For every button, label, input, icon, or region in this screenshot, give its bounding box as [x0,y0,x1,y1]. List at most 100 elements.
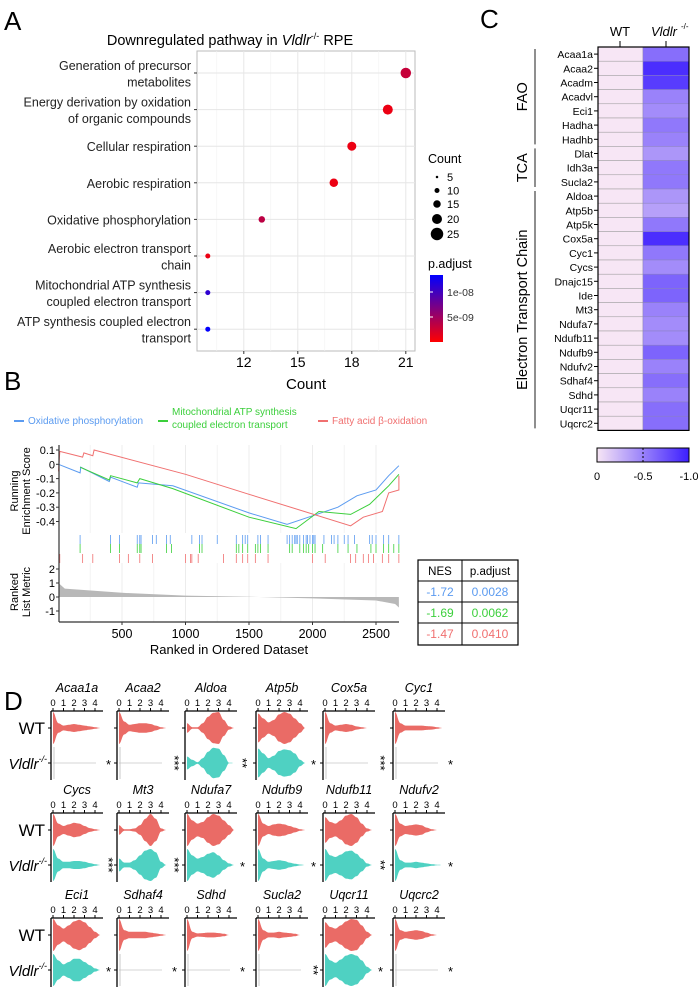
significance-stars: * [448,757,453,772]
x-tick-label: 500 [112,627,133,641]
x-tick-label: 2 [343,905,348,916]
x-tick-label: 3 [287,905,292,916]
x-tick-label: 3 [424,698,429,709]
row-label: Hadhb [562,134,593,146]
violin-shape [53,919,101,951]
row-label-vldlr: Vldlr-/- [8,856,47,875]
x-tick-label: 4 [364,800,369,811]
violin-shape [187,712,235,744]
heatmap-cell-wt [597,202,644,218]
x-tick-label: 1 [266,905,271,916]
row-label: Sucla2 [561,177,593,189]
column-label-wt: WT [610,24,630,39]
data-point [329,178,339,188]
size-legend-label: 15 [447,199,459,211]
heatmap-cell-vldlr [642,288,690,303]
row-label: Hadha [562,120,593,132]
gene-title: Aldoa [194,681,227,695]
heatmap-cell-wt [597,75,644,90]
x-axis-label: Ranked in Ordered Dataset [150,642,309,657]
size-legend-label: 5 [447,172,453,184]
row-label-wt: WT [19,926,45,945]
x-tick-label: 3 [287,800,292,811]
size-legend-label: 25 [447,229,459,241]
colorbar-label: -1.0 [680,471,699,483]
x-tick-label: 2 [137,800,142,811]
x-tick-label: 4 [158,698,163,709]
row-label: Aldoa [566,191,593,203]
violin-plot-aldoa: Aldoa 0 1 2 3 4 ** [182,681,250,780]
violin-shape [187,849,235,881]
x-tick-label: 3 [148,800,153,811]
x-tick-label: 3 [354,698,359,709]
x-tick-label: 4 [297,698,302,709]
x-tick-label: 1 [403,905,408,916]
violin-plot-cox5a: Cox5a 0 1 2 3 4 *** [320,681,388,780]
row-label-vldlr: Vldlr-/- [8,961,47,980]
category-label: coupled electron transport [46,295,191,309]
violin-plot-ndufb11: Ndufb11 0 1 2 3 4 ** [320,783,388,882]
row-label: Idh3a [567,163,593,175]
x-tick-label: 1 [333,800,338,811]
row-label-superscript: -/- [39,856,48,866]
row-label: Uqcrc2 [560,418,593,430]
row-label-superscript: -/- [39,961,48,971]
significance-stars: * [106,964,111,979]
x-tick-label: 4 [226,905,231,916]
x-tick-label: 0 [184,905,189,916]
row-label-wt: WT [19,719,45,738]
x-tick-label: 4 [434,698,439,709]
x-tick-label: 4 [92,905,97,916]
x-tick-label: 0 [392,800,397,811]
x-tick-label: 1 [333,698,338,709]
row-label-vldlr: Vldlr-/- [8,754,47,773]
heatmap-cell-vldlr [642,60,690,76]
es-line [58,449,400,527]
title-superscript: -/- [311,31,320,41]
heatmap-cell-vldlr [642,302,690,318]
heatmap-cell-wt [597,316,644,332]
x-tick-label: 1 [195,800,200,811]
heatmap-cell-wt [597,344,644,360]
heatmap-cell-vldlr [642,330,690,346]
es-y-tick-label: -0.2 [36,488,55,500]
x-tick-label: 21 [398,354,414,370]
x-tick-label: 4 [92,800,97,811]
x-tick-label: 18 [344,354,360,370]
column-label-superscript: -/- [681,22,689,31]
gene-title: Ndufb11 [326,783,372,797]
heatmap-cell-wt [597,273,644,289]
title-prefix: Downregulated pathway in [107,33,282,49]
violin-shape [325,814,373,846]
gene-title: Cycs [63,783,91,797]
x-tick-label: 1 [61,698,66,709]
heatmap-cell-vldlr [642,245,690,261]
row-label: Atp5b [566,205,594,217]
table-cell-padjust: 0.0410 [472,627,509,641]
row-label: Dnajc15 [554,276,593,288]
x-tick-label: 2 [71,905,76,916]
table-cell-padjust: 0.0062 [472,606,509,620]
x-tick-label: 12 [236,354,252,370]
x-tick-label: 1 [61,800,66,811]
row-label: Sdhaf4 [560,376,593,388]
heatmap-cell-wt [597,117,644,133]
gene-title: Uqcrc2 [399,888,439,902]
heatmap-cell-wt [597,217,644,232]
color-legend-bar [430,275,443,342]
x-tick-label: 2 [276,800,281,811]
significance-stars: * [311,859,316,874]
x-tick-label: 0 [322,698,327,709]
x-tick-label: 2 [276,905,281,916]
row-label: Ndufa7 [559,319,593,331]
table-cell-nes: -1.47 [426,627,454,641]
category-label: Generation of precursor [59,59,191,73]
heatmap-cell-wt [597,359,644,374]
row-label: Atp5k [566,220,594,232]
x-tick-label: 1 [266,800,271,811]
x-tick-label: 4 [434,800,439,811]
violin-shape [53,849,101,881]
x-tick-label: 4 [226,698,231,709]
color-legend-title: p.adjust [428,257,472,271]
